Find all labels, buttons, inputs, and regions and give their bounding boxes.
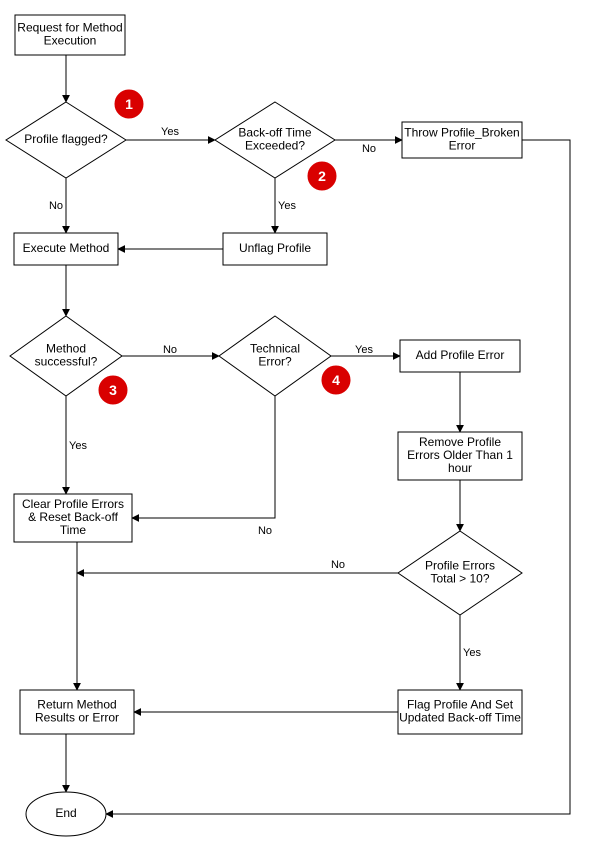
node-removeOld: Remove ProfileErrors Older Than 1hour (398, 432, 522, 480)
svg-text:Exceeded?: Exceeded? (245, 139, 305, 153)
node-returnResults: Return MethodResults or Error (20, 690, 134, 734)
edge-label: No (258, 525, 272, 537)
node-unflagProfile: Unflag Profile (223, 233, 327, 265)
edge-label: No (49, 200, 63, 212)
svg-text:Profile flagged?: Profile flagged? (24, 132, 108, 146)
svg-text:Updated Back-off Time: Updated Back-off Time (399, 711, 521, 725)
svg-text:Execute Method: Execute Method (23, 241, 110, 255)
svg-text:Request for Method: Request for Method (17, 21, 122, 35)
svg-text:Return Method: Return Method (37, 698, 116, 712)
svg-text:4: 4 (332, 372, 340, 388)
node-clearErrors: Clear Profile Errors& Reset Back-offTime (14, 494, 132, 542)
badge-4: 4 (321, 365, 351, 395)
svg-text:End: End (55, 806, 76, 820)
edge-label: No (163, 344, 177, 356)
edge-label: Yes (69, 440, 87, 452)
edge-label: Yes (161, 126, 179, 138)
node-request: Request for MethodExecution (15, 15, 125, 55)
svg-text:Clear Profile Errors: Clear Profile Errors (22, 497, 124, 511)
badge-2: 2 (307, 161, 337, 191)
node-profileFlagged: Profile flagged? (6, 102, 126, 178)
edge-label: No (362, 143, 376, 155)
svg-text:Profile Errors: Profile Errors (425, 559, 495, 573)
svg-text:Technical: Technical (250, 342, 300, 356)
svg-text:Time: Time (60, 523, 87, 537)
edge-label: Yes (278, 200, 296, 212)
svg-text:Error: Error (449, 139, 476, 153)
badge-3: 3 (98, 375, 128, 405)
svg-text:Results or Error: Results or Error (35, 711, 119, 725)
svg-text:& Reset Back-off: & Reset Back-off (28, 510, 118, 524)
svg-text:3: 3 (109, 382, 117, 398)
svg-text:Error?: Error? (258, 355, 292, 369)
svg-text:successful?: successful? (35, 355, 98, 369)
node-executeMethod: Execute Method (14, 233, 118, 265)
svg-text:Add Profile Error: Add Profile Error (416, 348, 505, 362)
node-addProfileError: Add Profile Error (400, 340, 520, 372)
svg-text:Execution: Execution (44, 34, 97, 48)
edge-label: Yes (355, 344, 373, 356)
svg-text:Total > 10?: Total > 10? (430, 572, 489, 586)
svg-text:Back-off Time: Back-off Time (238, 126, 311, 140)
svg-text:Unflag Profile: Unflag Profile (239, 241, 311, 255)
badge-1: 1 (114, 89, 144, 119)
node-technicalError: TechnicalError? (219, 316, 331, 396)
edge (132, 396, 275, 518)
svg-text:hour: hour (448, 461, 472, 475)
flowchart-canvas: Yes No No Yes No Yes Yes No Yes No Request for Me… (0, 0, 590, 862)
node-flagProfile: Flag Profile And SetUpdated Back-off Tim… (398, 690, 522, 734)
svg-text:Method: Method (46, 342, 86, 356)
svg-text:2: 2 (318, 168, 326, 184)
node-end: End (26, 792, 106, 836)
node-throwError: Throw Profile_BrokenError (402, 122, 522, 158)
svg-text:Errors Older Than 1: Errors Older Than 1 (407, 448, 513, 462)
svg-text:Remove Profile: Remove Profile (419, 435, 501, 449)
svg-text:1: 1 (125, 96, 133, 112)
edge-label: Yes (463, 647, 481, 659)
svg-text:Flag Profile And Set: Flag Profile And Set (407, 698, 514, 712)
node-errorsGT10: Profile ErrorsTotal > 10? (398, 531, 522, 615)
edge-label: No (331, 559, 345, 571)
svg-text:Throw Profile_Broken: Throw Profile_Broken (404, 126, 519, 140)
